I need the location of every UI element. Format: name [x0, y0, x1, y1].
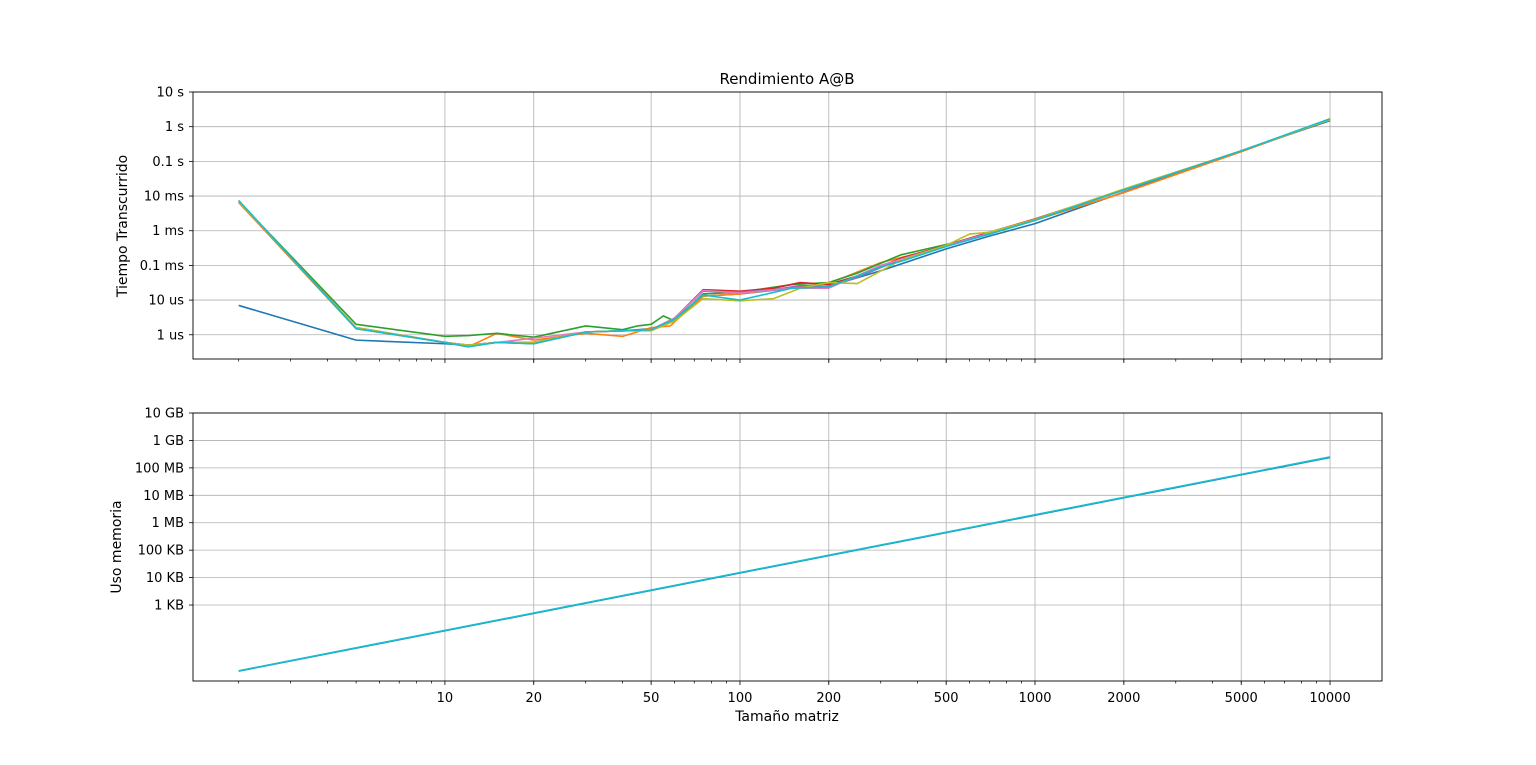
y-tick-label: 100 KB	[138, 544, 184, 559]
y-tick-label: 10 KB	[146, 571, 184, 586]
x-tick-label: 20	[525, 691, 542, 706]
x-axis-label: Tamaño matriz	[734, 709, 839, 725]
y-tick-label: 0.1 s	[152, 155, 184, 170]
x-tick-label: 50	[643, 691, 660, 706]
y-tick-label: 1 s	[165, 120, 184, 135]
series-line	[238, 117, 1331, 348]
x-tick-label: 2000	[1107, 691, 1140, 706]
tick-marks	[189, 91, 1331, 363]
y-tick-label: 0.1 ms	[140, 259, 184, 274]
y-tick-label: 10 MB	[143, 489, 184, 504]
x-tick-label: 500	[934, 691, 959, 706]
series-line	[238, 456, 1331, 672]
x-tick-label: 5000	[1225, 691, 1258, 706]
chart-title: Rendimiento A@B	[719, 70, 854, 88]
tick-marks	[189, 412, 1331, 685]
series-lines	[238, 117, 1331, 348]
x-tick-label: 10	[437, 691, 454, 706]
plot-frame	[192, 91, 1383, 360]
y-tick-label: 100 MB	[135, 461, 184, 476]
x-tick-label: 10000	[1309, 691, 1350, 706]
tick-labels: 10 s 1 s 0.1 s 10 ms 1 ms 0.1 ms 10 us 1 us	[140, 86, 184, 344]
memory-chart: Tamaño matriz Uso memoria 10 20 50 100 200 50…	[109, 407, 1383, 725]
y-tick-label: 10 us	[148, 294, 184, 309]
y-tick-label: 1 us	[157, 328, 185, 343]
series-lines	[238, 456, 1331, 672]
y-tick-label: 10 GB	[144, 407, 184, 422]
y-tick-label: 1 GB	[153, 434, 184, 449]
y-axis-label: Tiempo Transcurrido	[115, 155, 131, 298]
time-chart: Rendimiento A@B Tiempo Transcurrido 10 s…	[115, 70, 1383, 363]
y-axis-label: Uso memoria	[109, 500, 125, 593]
y-tick-label: 1 ms	[152, 224, 184, 239]
tick-labels: 10 20 50 100 200 500 1000 2000 5000 10000 10 GB 1 G…	[135, 407, 1351, 707]
y-tick-label: 10 s	[157, 86, 185, 101]
x-tick-label: 1000	[1018, 691, 1051, 706]
plot-frame	[192, 412, 1383, 682]
y-tick-label: 10 ms	[144, 190, 184, 205]
y-tick-label: 1 KB	[154, 599, 184, 614]
x-tick-label: 200	[816, 691, 841, 706]
y-tick-label: 1 MB	[151, 516, 184, 531]
x-tick-label: 100	[728, 691, 753, 706]
